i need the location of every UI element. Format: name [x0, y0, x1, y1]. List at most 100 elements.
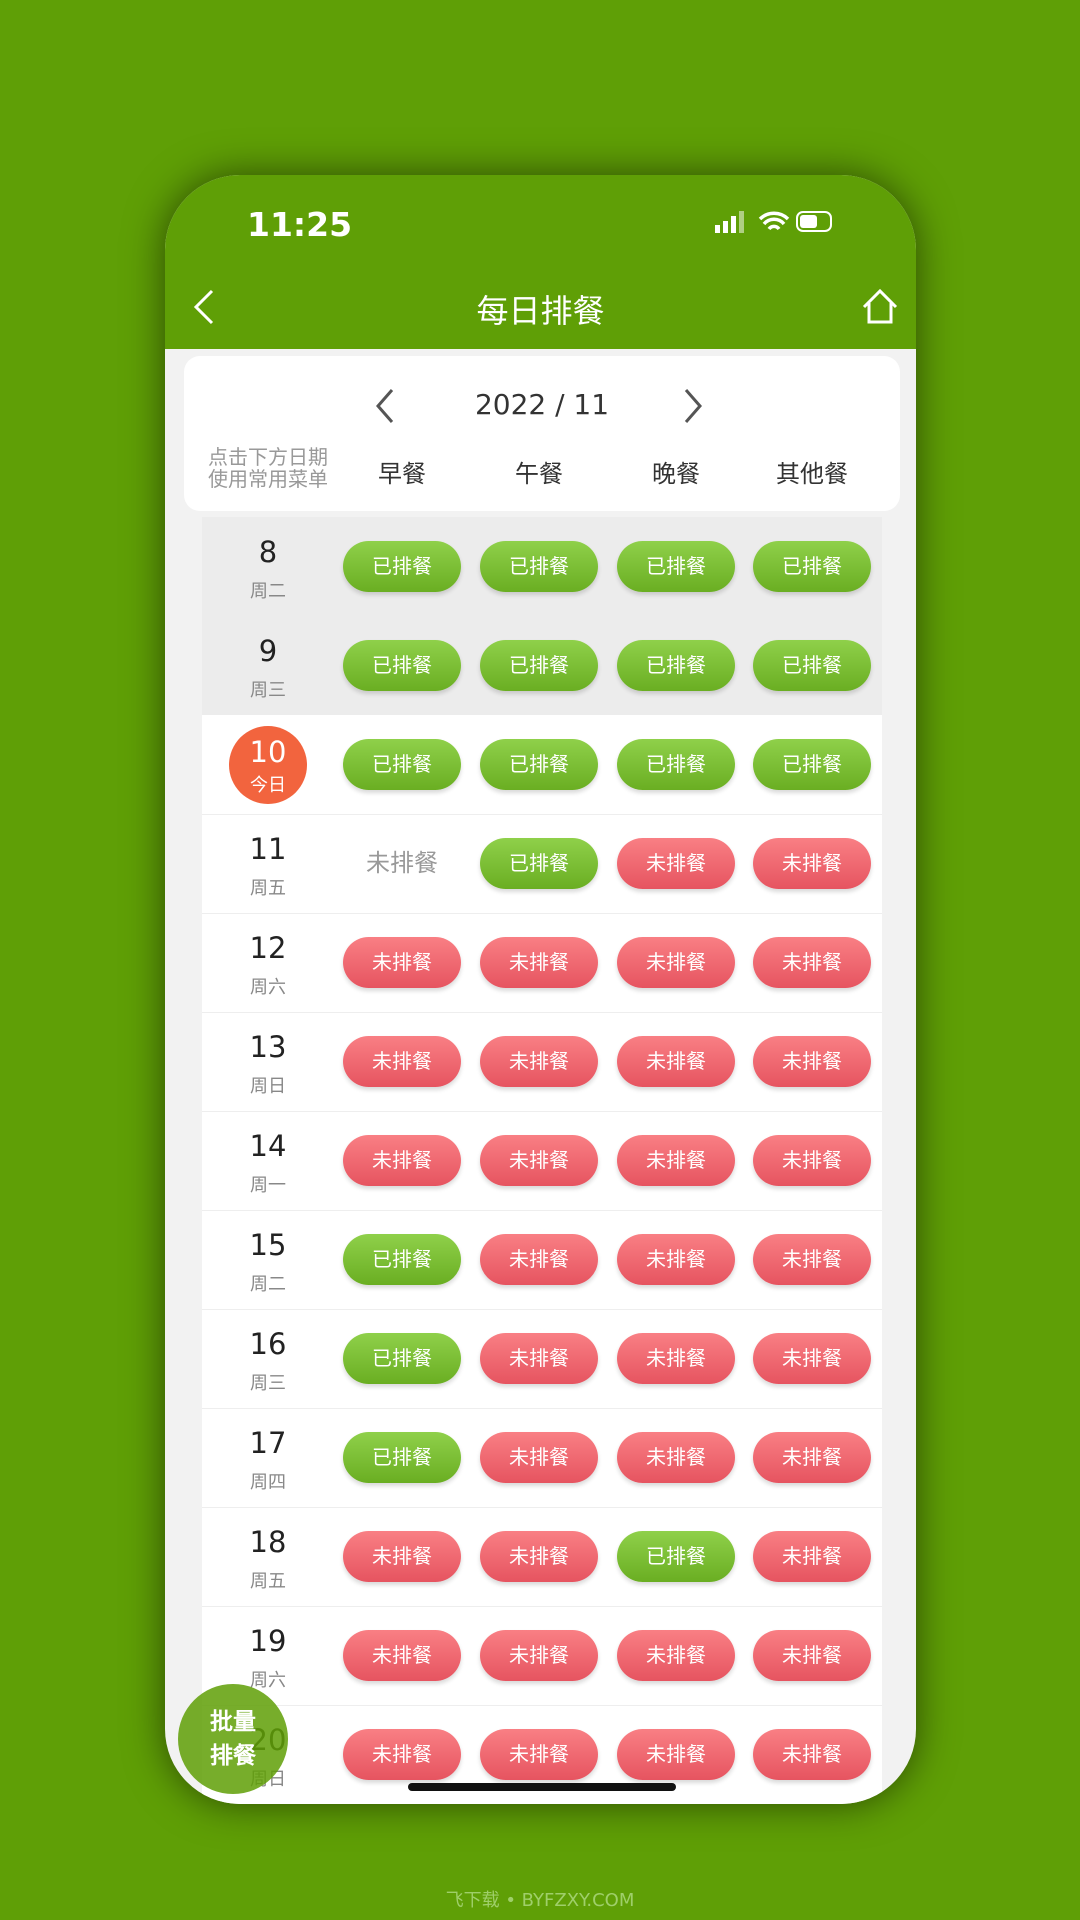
day-row: 14 周一 未排餐 未排餐 未排餐 未排餐: [202, 1111, 882, 1211]
meal-status[interactable]: 未排餐: [617, 1234, 735, 1285]
day-number: 17: [249, 1426, 287, 1460]
meal-status[interactable]: 已排餐: [343, 541, 461, 592]
batch-button[interactable]: 批量 排餐: [178, 1684, 288, 1794]
day-row: 9 周三 已排餐 已排餐 已排餐 已排餐: [202, 616, 882, 715]
day-number: 9: [258, 634, 278, 668]
top-bar: 11:25 每日排餐: [165, 175, 916, 349]
meal-status[interactable]: 未排餐: [343, 1036, 461, 1087]
meal-status[interactable]: 未排餐: [343, 937, 461, 988]
meal-status[interactable]: 未排餐: [480, 1036, 598, 1087]
meal-status[interactable]: 未排餐: [480, 1630, 598, 1681]
weekday: 周六: [250, 1670, 286, 1691]
meal-status[interactable]: 未排餐: [617, 1630, 735, 1681]
meal-status[interactable]: 已排餐: [753, 541, 871, 592]
day-number: 18: [249, 1525, 287, 1559]
day-row: 17 周四 已排餐 未排餐 未排餐 未排餐: [202, 1408, 882, 1508]
day-number: 19: [249, 1624, 287, 1658]
meal-status[interactable]: 未排餐: [617, 1729, 735, 1780]
day-row: 10 今日 已排餐 已排餐 已排餐 已排餐: [202, 715, 882, 815]
meal-status[interactable]: 已排餐: [753, 640, 871, 691]
meal-status[interactable]: 未排餐: [753, 1036, 871, 1087]
meal-status[interactable]: 未排餐: [480, 1333, 598, 1384]
meal-status[interactable]: 未排餐: [753, 838, 871, 889]
meal-status[interactable]: 已排餐: [480, 739, 598, 790]
day-number: 12: [249, 931, 287, 965]
weekday: 周三: [250, 680, 286, 701]
watermark: 飞下载 • BYFZXY.COM: [445, 1890, 635, 1911]
meal-status[interactable]: 未排餐: [480, 1432, 598, 1483]
meal-status[interactable]: 已排餐: [617, 541, 735, 592]
meal-status[interactable]: 未排餐: [343, 1531, 461, 1582]
meal-status[interactable]: 未排餐: [617, 937, 735, 988]
day-number: 14: [249, 1129, 287, 1163]
meal-status[interactable]: 已排餐: [343, 739, 461, 790]
meal-status[interactable]: 未排餐: [617, 1432, 735, 1483]
today-circle: [229, 726, 307, 804]
weekday: 周五: [250, 1571, 286, 1592]
meal-status[interactable]: 未排餐: [480, 1729, 598, 1780]
meal-status[interactable]: 未排餐: [753, 1234, 871, 1285]
column-header: 其他餐: [776, 460, 848, 488]
meal-status[interactable]: 已排餐: [480, 640, 598, 691]
day-row: 19 周六 未排餐 未排餐 未排餐 未排餐: [202, 1606, 882, 1706]
weekday: 周二: [250, 1274, 286, 1295]
meal-status[interactable]: 已排餐: [343, 1234, 461, 1285]
meal-status[interactable]: 未排餐: [366, 849, 438, 877]
day-number: 15: [249, 1228, 287, 1262]
day-number: 8: [258, 535, 278, 569]
meal-status[interactable]: 未排餐: [617, 1333, 735, 1384]
day-row: 8 周二 已排餐 已排餐 已排餐 已排餐: [202, 517, 882, 616]
home-indicator: [408, 1783, 676, 1791]
phone: 11:25 每日排餐 2022 / 11 点击下方日期 使用常用菜单 早餐 午餐 晚…: [165, 175, 916, 1804]
status-time: 11:25: [247, 205, 353, 244]
day-row: 11 周五 未排餐 已排餐 未排餐 未排餐: [202, 814, 882, 914]
meal-status[interactable]: 未排餐: [753, 1729, 871, 1780]
meal-status[interactable]: 已排餐: [617, 739, 735, 790]
meal-status[interactable]: 未排餐: [753, 1630, 871, 1681]
weekday: 周五: [250, 878, 286, 899]
back-button[interactable]: [190, 287, 220, 327]
day-row: 15 周二 已排餐 未排餐 未排餐 未排餐: [202, 1210, 882, 1310]
status-icons: [715, 211, 832, 233]
day-row: 12 周六 未排餐 未排餐 未排餐 未排餐: [202, 913, 882, 1013]
meal-status[interactable]: 未排餐: [480, 937, 598, 988]
meal-status[interactable]: 已排餐: [480, 838, 598, 889]
meal-status[interactable]: 已排餐: [480, 541, 598, 592]
meal-status[interactable]: 未排餐: [617, 838, 735, 889]
meal-status[interactable]: 未排餐: [753, 1333, 871, 1384]
month-label: 2022 / 11: [474, 388, 610, 421]
meal-status[interactable]: 未排餐: [753, 937, 871, 988]
weekday: 周日: [250, 1076, 286, 1097]
meal-status[interactable]: 未排餐: [343, 1135, 461, 1186]
meal-status[interactable]: 已排餐: [617, 1531, 735, 1582]
weekday: 周二: [250, 581, 286, 602]
day-number: 13: [249, 1030, 287, 1064]
meal-status[interactable]: 未排餐: [753, 1135, 871, 1186]
prev-month[interactable]: [372, 386, 402, 426]
meal-status[interactable]: 未排餐: [343, 1729, 461, 1780]
meal-status[interactable]: 已排餐: [343, 640, 461, 691]
meal-status[interactable]: 未排餐: [480, 1135, 598, 1186]
meal-status[interactable]: 已排餐: [753, 739, 871, 790]
day-number: 16: [249, 1327, 287, 1361]
weekday: 周一: [250, 1175, 286, 1196]
meal-status[interactable]: 已排餐: [343, 1333, 461, 1384]
meal-status[interactable]: 未排餐: [753, 1531, 871, 1582]
meal-status[interactable]: 未排餐: [480, 1234, 598, 1285]
column-header: 午餐: [515, 460, 563, 488]
meal-status[interactable]: 未排餐: [753, 1432, 871, 1483]
day-row: 13 周日 未排餐 未排餐 未排餐 未排餐: [202, 1012, 882, 1112]
next-month[interactable]: [678, 386, 708, 426]
meal-status[interactable]: 未排餐: [480, 1531, 598, 1582]
day-row: 18 周五 未排餐 未排餐 已排餐 未排餐: [202, 1507, 882, 1607]
weekday: 今日: [250, 775, 286, 796]
day-number: 10: [249, 735, 287, 769]
meal-status[interactable]: 未排餐: [617, 1135, 735, 1186]
meal-status[interactable]: 未排餐: [617, 1036, 735, 1087]
meal-status[interactable]: 已排餐: [617, 640, 735, 691]
meal-status[interactable]: 已排餐: [343, 1432, 461, 1483]
weekday: 周六: [250, 977, 286, 998]
home-button[interactable]: [860, 287, 900, 327]
meal-status[interactable]: 未排餐: [343, 1630, 461, 1681]
